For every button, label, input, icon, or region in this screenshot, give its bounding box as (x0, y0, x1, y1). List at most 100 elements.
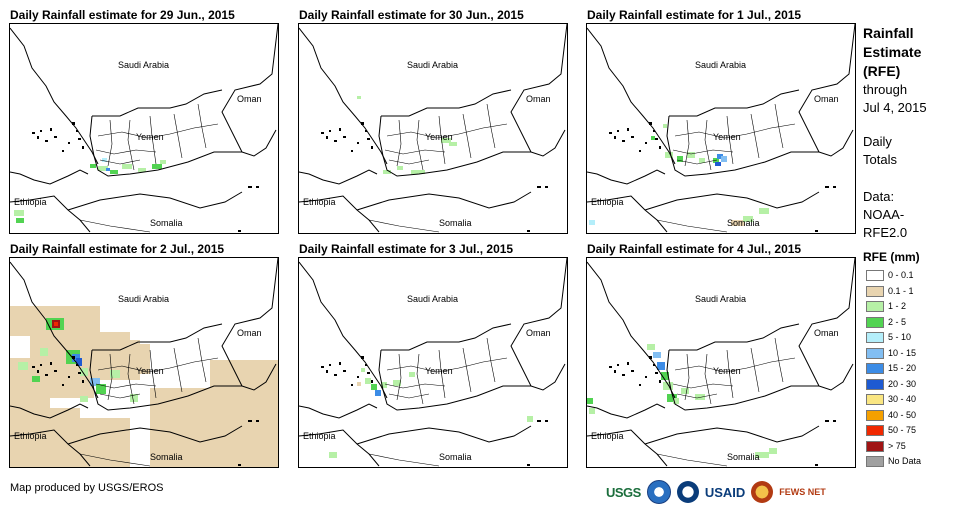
map-panel-2: Saudi Arabia Oman Yemen Ethiopia Somalia (298, 23, 568, 234)
legend-swatch (866, 394, 884, 405)
fews-globe-icon (751, 481, 774, 503)
rainfall-patch (653, 352, 661, 358)
rainfall-patch (96, 384, 106, 394)
legend-class-label: 30 - 40 (888, 394, 917, 404)
rainfall-map-svg: Saudi Arabia Oman Yemen Ethiopia Somalia (10, 258, 278, 467)
legend-data-source: Data: NOAA- RFE2.0 (863, 188, 907, 242)
rainfall-patch (98, 166, 108, 171)
rainfall-patch (755, 452, 769, 458)
fews-net-logo: FEWS NET (779, 487, 826, 497)
label-somalia: Somalia (727, 452, 760, 462)
rainfall-patch (130, 344, 150, 374)
rainfall-patch (393, 380, 401, 386)
legend-swatch (866, 363, 884, 374)
rainfall-patch (721, 156, 727, 162)
rainfall-patch (743, 216, 753, 222)
legend-swatch (866, 347, 884, 359)
rainfall-patch (717, 154, 723, 159)
rainfall-map-svg: Saudi Arabia Oman Yemen Ethiopia Somalia (299, 258, 567, 467)
logo-strip: USGS USAID FEWS NET (606, 478, 826, 506)
panel-title-2: Daily Rainfall estimate for 30 Jun., 201… (299, 8, 524, 22)
legend-swatch (866, 425, 884, 436)
map-panel-4: Saudi Arabia Oman Yemen Ethiopia Somalia (9, 257, 279, 468)
legend-class-label: 10 - 15 (888, 347, 917, 358)
rainfall-patch (371, 384, 377, 390)
legend-class-row: 30 - 40 (866, 394, 916, 405)
label-yemen: Yemen (713, 366, 741, 376)
legend-class-row: No Data (866, 456, 921, 467)
legend-class-label: 0.1 - 1 (888, 285, 914, 296)
legend-class-label: 20 - 30 (888, 378, 917, 389)
label-saudi-arabia: Saudi Arabia (407, 294, 458, 304)
rainfall-patch (361, 368, 365, 372)
map-panel-1: Saudi Arabia Oman Yemen Ethiopia Somalia (9, 23, 279, 234)
legend-class-row: 0.1 - 1 (866, 285, 914, 297)
rainfall-patch (409, 372, 415, 377)
rainfall-patch (651, 136, 655, 140)
label-yemen: Yemen (136, 366, 164, 376)
rainfall-patch (54, 322, 58, 326)
legend-class-label: 15 - 20 (888, 363, 917, 373)
legend-class-label: 1 - 2 (888, 301, 907, 311)
legend-units-title: RFE (mm) (863, 250, 920, 264)
legend-swatch (866, 440, 884, 452)
legend-class-label: 40 - 50 (888, 409, 917, 420)
rainfall-patch (80, 396, 88, 402)
map-panel-6: Saudi Arabia Oman Yemen Ethiopia Somalia (586, 257, 856, 468)
rainfall-map-svg: Saudi Arabia Oman Yemen Ethiopia Somalia (299, 24, 567, 233)
legend-class-row: 40 - 50 (866, 409, 917, 421)
rainfall-patch (122, 164, 132, 169)
label-oman: Oman (814, 94, 839, 104)
rainfall-patch (673, 398, 679, 404)
legend-class-label: 50 - 75 (888, 425, 917, 435)
legend-class-row: 15 - 20 (866, 363, 916, 374)
legend-swatch (866, 332, 884, 343)
label-ethiopia: Ethiopia (303, 197, 336, 207)
label-somalia: Somalia (150, 218, 183, 228)
rainfall-patch (441, 138, 451, 143)
rainfall-patch (381, 382, 387, 388)
label-somalia: Somalia (439, 452, 472, 462)
rainfall-patch (419, 170, 425, 174)
label-oman: Oman (237, 328, 262, 338)
map-credit: Map produced by USGS/EROS (10, 482, 164, 494)
rainfall-patch (40, 348, 48, 356)
label-oman: Oman (526, 328, 551, 338)
label-somalia: Somalia (727, 218, 760, 228)
legend-class-label: > 75 (888, 440, 906, 451)
rainfall-patch (681, 388, 689, 394)
rainfall-patch (589, 408, 595, 414)
legend-data-label: Data: (863, 189, 895, 204)
label-yemen: Yemen (136, 132, 164, 142)
rainfall-patch (449, 142, 457, 146)
legend-title-line1: Rainfall (863, 25, 914, 41)
panel-title-6: Daily Rainfall estimate for 4 Jul., 2015 (587, 242, 802, 256)
rainfall-patch (76, 358, 82, 366)
rainfall-patch (699, 158, 705, 163)
label-ethiopia: Ethiopia (591, 197, 624, 207)
legend-swatch (866, 456, 884, 467)
rainfall-patch (647, 344, 655, 350)
rainfall-patch (10, 398, 50, 467)
legend-daily: Daily (863, 134, 892, 149)
legend-class-row: 2 - 5 (866, 316, 906, 328)
legend-totals: Totals (863, 152, 897, 167)
label-somalia: Somalia (150, 452, 183, 462)
legend-class-row: 0 - 0.1 (866, 270, 914, 281)
legend-swatch (866, 409, 884, 421)
rainfall-map-svg: Saudi Arabia Oman Yemen Ethiopia Somalia (587, 258, 855, 467)
rainfall-patch (375, 390, 381, 396)
rainfall-patch (383, 170, 391, 174)
rainfall-patch (160, 160, 166, 164)
label-oman: Oman (526, 94, 551, 104)
rainfall-patch (130, 394, 138, 402)
rainfall-patch (769, 448, 777, 454)
panel-title-4: Daily Rainfall estimate for 2 Jul., 2015 (10, 242, 225, 256)
label-oman: Oman (237, 94, 262, 104)
rainfall-patch (357, 96, 361, 99)
label-yemen: Yemen (425, 366, 453, 376)
rainfall-patch (90, 378, 100, 386)
rainfall-patch (329, 452, 337, 458)
rainfall-patch (152, 164, 162, 169)
legend-class-row: > 75 (866, 440, 906, 452)
